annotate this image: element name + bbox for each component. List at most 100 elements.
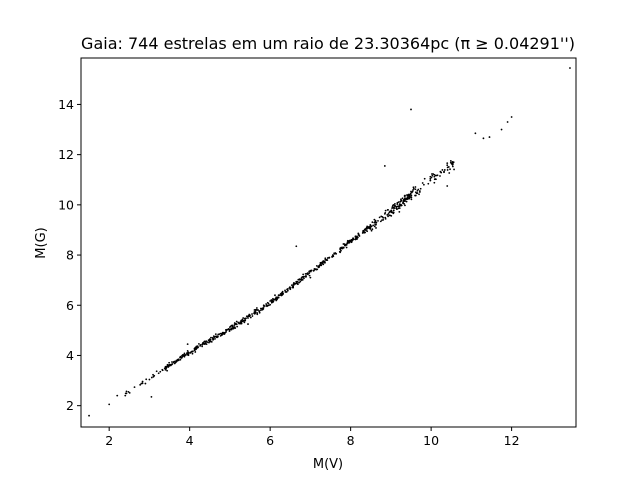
data-point xyxy=(308,272,311,275)
data-point xyxy=(189,352,191,354)
data-point xyxy=(234,327,237,329)
chart-title: Gaia: 744 estrelas em um raio de 23.3036… xyxy=(81,34,575,53)
data-point xyxy=(398,210,401,213)
data-point xyxy=(152,373,154,376)
y-tick-label: 4 xyxy=(66,348,74,363)
data-point xyxy=(225,329,228,332)
data-point xyxy=(175,360,177,363)
data-point xyxy=(366,230,369,233)
data-point xyxy=(191,350,194,353)
data-point xyxy=(243,321,246,324)
data-point xyxy=(276,297,278,300)
data-point xyxy=(446,162,449,165)
data-point xyxy=(328,256,330,259)
data-point xyxy=(434,178,437,180)
data-point xyxy=(223,331,226,334)
data-point xyxy=(197,346,200,349)
data-point xyxy=(244,318,247,320)
data-point xyxy=(305,274,307,277)
data-point xyxy=(141,380,144,383)
data-point xyxy=(239,321,242,323)
data-point xyxy=(208,340,211,343)
data-point xyxy=(402,202,404,204)
data-point xyxy=(181,354,183,357)
data-point xyxy=(388,211,391,214)
data-point xyxy=(259,309,262,312)
data-point xyxy=(439,175,441,177)
data-point xyxy=(194,351,197,353)
data-point xyxy=(235,320,238,323)
data-point xyxy=(275,299,278,302)
data-point xyxy=(292,282,295,284)
data-point xyxy=(390,214,393,217)
data-point xyxy=(298,281,301,284)
data-point xyxy=(362,231,365,233)
data-point xyxy=(342,243,345,245)
data-point xyxy=(205,343,208,346)
data-point xyxy=(186,350,189,352)
data-point xyxy=(176,358,179,361)
data-point xyxy=(179,358,182,361)
data-point xyxy=(315,268,318,271)
data-point xyxy=(414,194,417,197)
data-point xyxy=(391,204,394,207)
data-point xyxy=(148,378,151,381)
data-point xyxy=(379,220,382,223)
data-point xyxy=(400,204,403,207)
data-point xyxy=(301,275,304,278)
data-point xyxy=(299,280,302,283)
data-point xyxy=(302,273,305,276)
x-tick-label: 12 xyxy=(504,433,520,448)
data-point xyxy=(506,121,509,123)
data-point xyxy=(206,341,209,344)
data-point xyxy=(409,192,412,195)
data-point xyxy=(191,352,194,355)
data-point xyxy=(202,343,204,345)
data-point xyxy=(404,197,406,199)
data-point xyxy=(274,294,276,297)
data-point xyxy=(373,225,376,228)
data-point xyxy=(172,361,175,364)
data-point xyxy=(403,198,406,201)
data-point xyxy=(296,283,299,285)
data-point xyxy=(318,265,321,268)
data-point xyxy=(253,312,256,315)
data-point xyxy=(258,310,261,312)
y-axis: 2 4 6 8 10 12 14 xyxy=(58,97,81,413)
data-point xyxy=(233,324,236,326)
y-tick-label: 8 xyxy=(66,248,74,263)
data-point xyxy=(332,254,334,257)
data-point xyxy=(214,333,217,336)
data-point xyxy=(387,215,389,218)
data-point xyxy=(405,197,408,200)
data-point xyxy=(247,315,249,318)
data-point xyxy=(124,392,127,395)
data-point xyxy=(340,247,343,250)
data-point xyxy=(346,242,349,245)
data-point xyxy=(393,207,395,210)
data-point xyxy=(304,272,307,275)
data-point xyxy=(345,244,348,246)
data-point xyxy=(447,166,450,168)
data-point xyxy=(451,165,454,168)
data-point xyxy=(210,336,212,339)
data-point xyxy=(313,269,315,272)
data-point xyxy=(375,227,377,229)
data-point xyxy=(412,186,415,189)
data-point xyxy=(393,206,395,209)
data-point xyxy=(271,300,274,303)
data-point xyxy=(217,333,220,336)
data-point xyxy=(309,276,312,279)
data-point xyxy=(284,289,286,292)
data-point xyxy=(308,270,311,273)
y-tick-label: 6 xyxy=(66,298,74,313)
data-point xyxy=(264,305,266,307)
data-point xyxy=(290,284,293,287)
data-point xyxy=(180,357,183,359)
data-point xyxy=(229,326,231,328)
data-point xyxy=(429,175,432,178)
data-point xyxy=(279,293,282,295)
data-point xyxy=(230,328,233,331)
data-point xyxy=(388,214,391,217)
